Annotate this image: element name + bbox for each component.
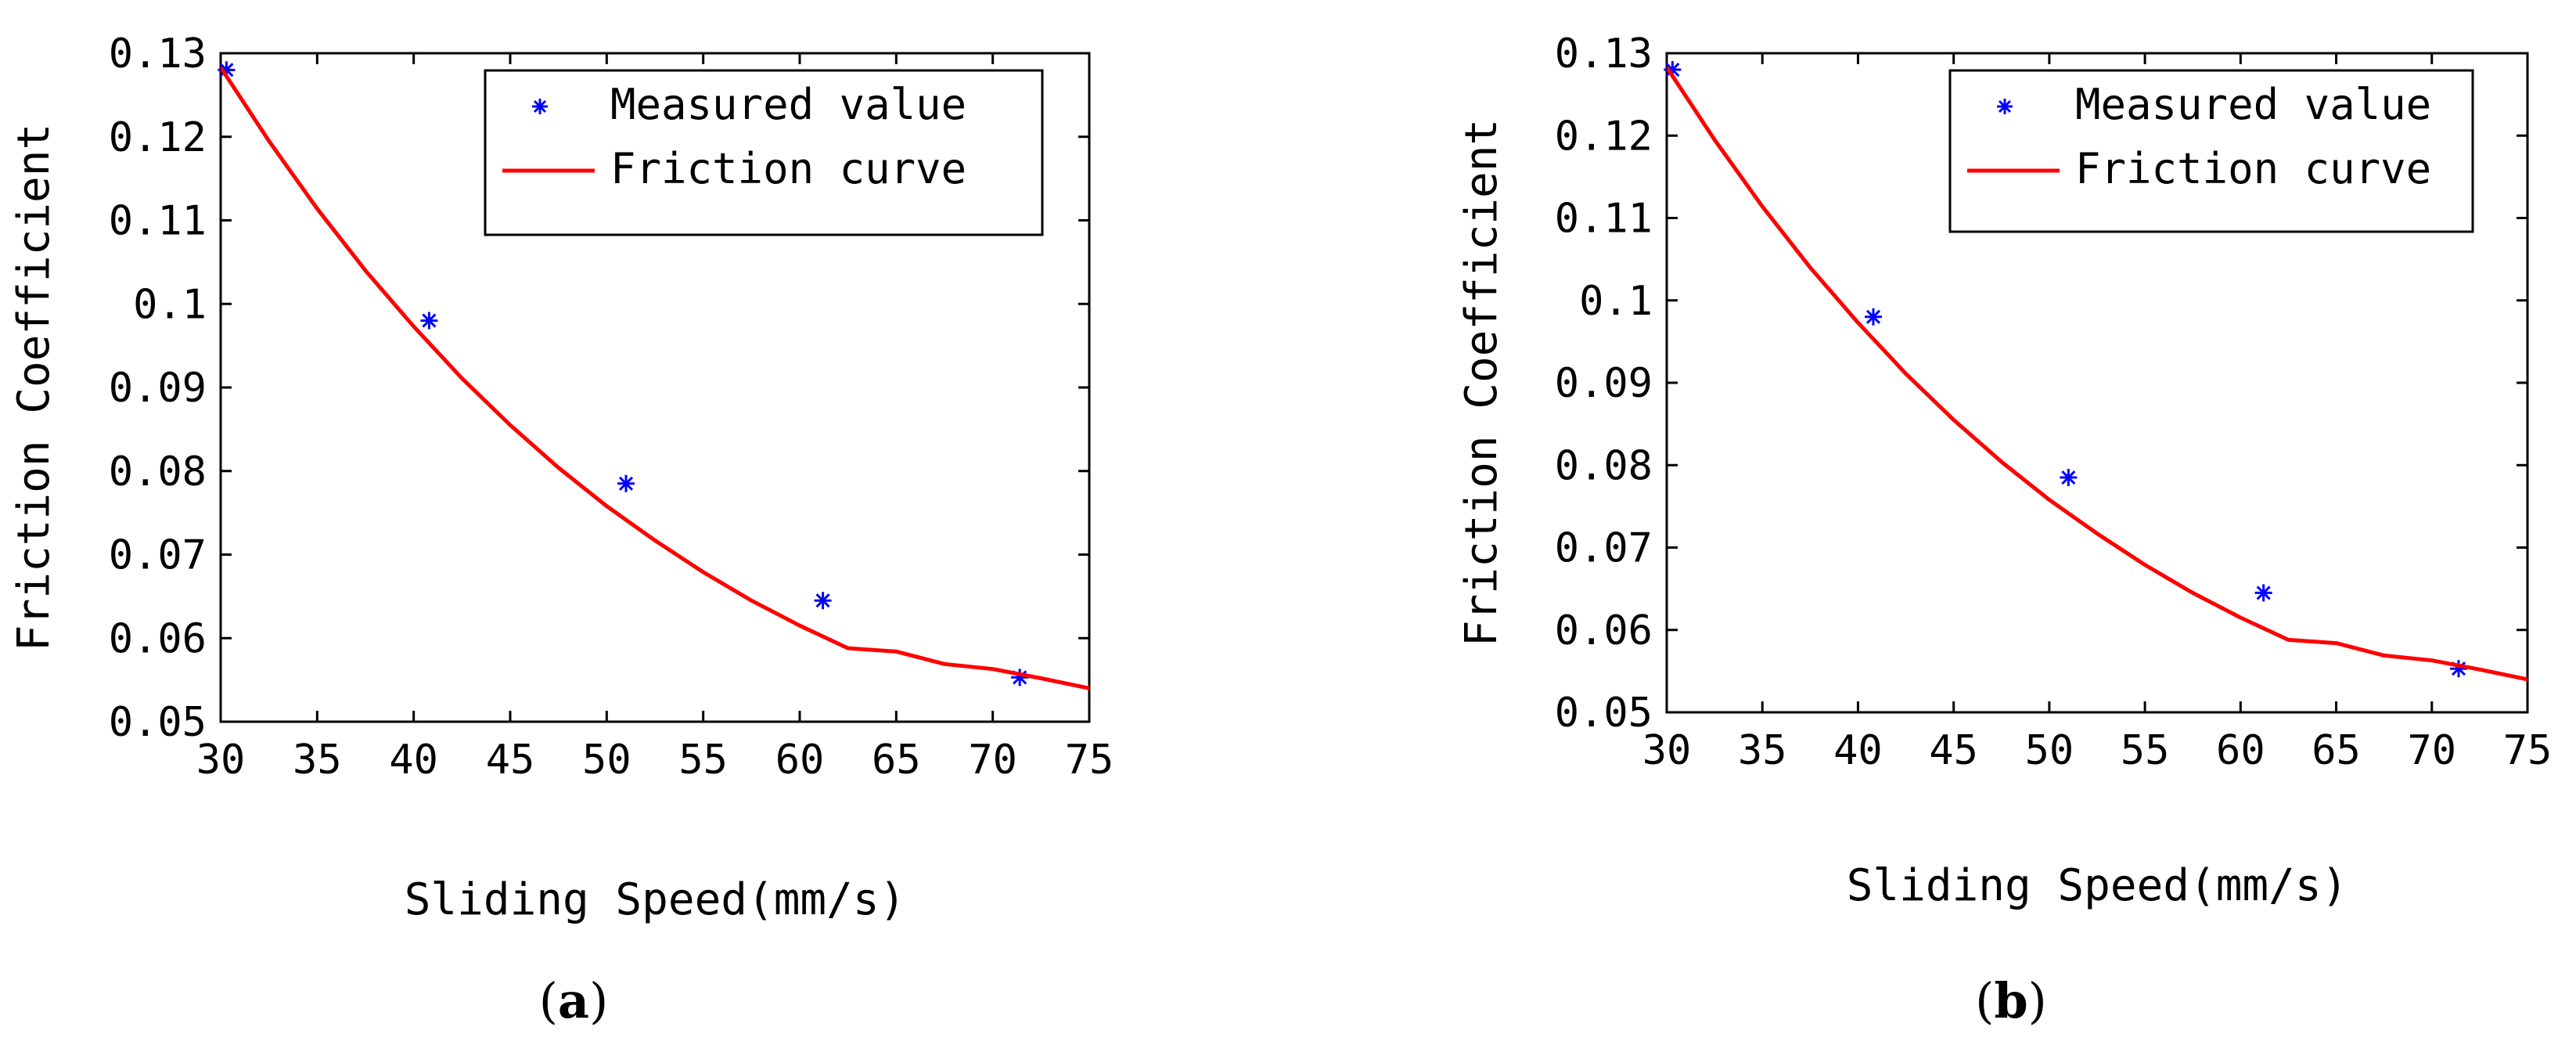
x-tick-label: 60 xyxy=(2216,727,2265,774)
y-tick-label: 0.1 xyxy=(133,281,207,328)
measured-point xyxy=(420,312,438,330)
x-tick-label: 50 xyxy=(582,737,631,784)
marker-stroke xyxy=(422,313,437,328)
x-tick-label: 45 xyxy=(1929,727,1978,774)
y-tick-label: 0.11 xyxy=(1555,196,1653,243)
measured-point xyxy=(617,474,635,492)
y-tick-label: 0.09 xyxy=(1555,360,1653,407)
panel-caption: (a) xyxy=(539,972,609,1029)
y-axis-label: Friction Coefficient xyxy=(9,124,59,651)
x-tick-label: 75 xyxy=(2503,727,2553,774)
caption-close: ) xyxy=(589,972,608,1029)
x-tick-label: 55 xyxy=(678,737,728,784)
measured-point xyxy=(218,61,236,79)
friction-curve-line xyxy=(221,66,1089,690)
x-tick-label: 70 xyxy=(2407,727,2456,774)
legend-box xyxy=(1948,69,2474,233)
y-tick-label: 0.06 xyxy=(1555,607,1653,654)
legend-entry-label: Friction curve xyxy=(610,144,966,193)
x-tick-label: 65 xyxy=(872,737,921,784)
x-axis-label: Sliding Speed(mm/s) xyxy=(1847,860,2348,911)
marker-stroke xyxy=(1865,309,1881,324)
x-tick-label: 45 xyxy=(486,737,535,784)
y-tick-label: 0.1 xyxy=(1579,278,1653,325)
x-axis-label: Sliding Speed(mm/s) xyxy=(405,874,906,925)
legend-entry-label: Measured value xyxy=(610,80,966,129)
legend-entry-label: Friction curve xyxy=(2075,144,2431,193)
y-tick-label: 0.06 xyxy=(109,615,207,662)
caption-open: ( xyxy=(539,972,558,1029)
x-tick-label: 60 xyxy=(775,737,825,784)
x-tick-label: 40 xyxy=(1833,727,1883,774)
x-tick-label: 75 xyxy=(1065,737,1114,784)
x-tick-label: 55 xyxy=(2121,727,2170,774)
x-tick-label: 30 xyxy=(196,737,246,784)
x-tick-label: 35 xyxy=(293,737,342,784)
caption-open: ( xyxy=(1975,972,1994,1029)
legend-marker-icon xyxy=(532,99,548,114)
y-tick-label: 0.13 xyxy=(1555,31,1653,77)
marker-stroke xyxy=(2256,586,2271,600)
measured-point xyxy=(2254,584,2272,602)
y-tick-label: 0.08 xyxy=(1555,442,1653,489)
legend: Measured value Friction curve xyxy=(484,69,1044,236)
marker-stroke xyxy=(2061,470,2076,485)
chart-panel-b: 30 35 40 45 50 55 60 65 70 75 0.05 0.06 0.07 0.08 0.09… xyxy=(1456,31,2552,1029)
legend-marker-icon xyxy=(1997,99,2013,114)
y-tick-label: 0.07 xyxy=(1555,525,1653,572)
caption-letter: b xyxy=(1994,972,2027,1029)
y-tick-label: 0.05 xyxy=(1555,690,1653,737)
measured-point xyxy=(814,592,832,610)
y-tick-label: 0.08 xyxy=(109,449,207,495)
y-tick-label: 0.12 xyxy=(1555,113,1653,160)
y-tick-label: 0.07 xyxy=(109,532,207,579)
y-tick-label: 0.13 xyxy=(109,31,207,77)
caption-close: ) xyxy=(2028,972,2047,1029)
chart-panel-a: 30 35 40 45 50 55 60 65 70 75 0.05 0.06 0.07 0.08 0.09… xyxy=(9,31,1114,1029)
caption-letter: a xyxy=(558,972,589,1029)
x-tick-label: 50 xyxy=(2025,727,2074,774)
y-tick-label: 0.11 xyxy=(109,198,207,245)
y-tick-label: 0.09 xyxy=(109,365,207,412)
marker-stroke xyxy=(815,593,830,608)
legend: Measured value Friction curve xyxy=(1948,69,2474,233)
x-tick-label: 40 xyxy=(389,737,438,784)
x-tick-label: 35 xyxy=(1738,727,1787,774)
marker-stroke xyxy=(533,99,547,114)
marker-stroke xyxy=(1998,99,2012,114)
y-axis-label: Friction Coefficient xyxy=(1456,119,1507,647)
friction-curve-line xyxy=(1667,66,2527,682)
y-tick-label: 0.05 xyxy=(109,699,207,746)
x-tick-label: 70 xyxy=(968,737,1017,784)
measured-point xyxy=(2060,469,2078,487)
marker-stroke xyxy=(219,63,234,77)
x-tick-label: 65 xyxy=(2312,727,2361,774)
y-tick-label: 0.12 xyxy=(109,114,207,161)
measured-point xyxy=(1865,308,1882,326)
marker-stroke xyxy=(618,476,634,491)
panel-caption: (b) xyxy=(1975,972,2047,1029)
legend-box xyxy=(484,69,1044,236)
x-tick-label: 30 xyxy=(1642,727,1692,774)
marker-stroke xyxy=(1665,62,1680,77)
legend-entry-label: Measured value xyxy=(2075,80,2431,129)
